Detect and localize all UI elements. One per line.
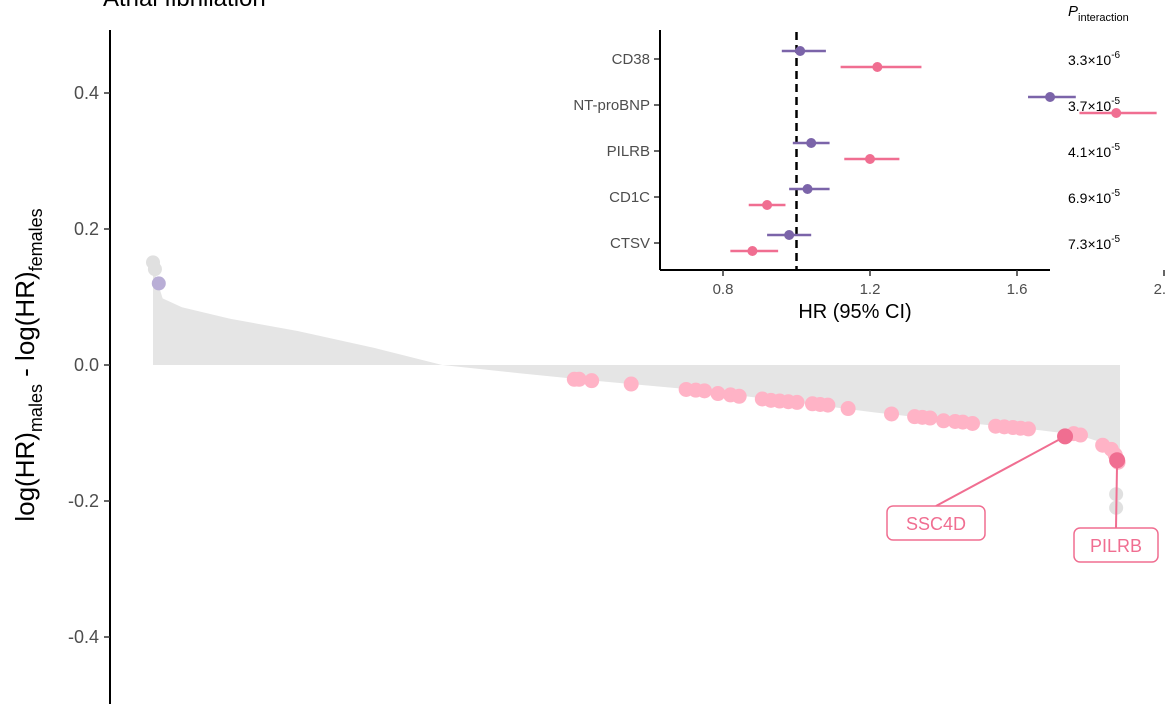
forest-row: PILRB 4.1×10-5 bbox=[607, 138, 1121, 164]
point-label-box bbox=[886, 505, 986, 541]
forest-row: CTSV 7.3×10-5 bbox=[610, 230, 1121, 256]
female-significant-point bbox=[936, 413, 952, 429]
female-significant-point bbox=[696, 383, 712, 399]
female-hr-point bbox=[872, 62, 883, 72]
main-y-tick-label: -0.2 bbox=[68, 491, 99, 511]
forest-row-label: CTSV bbox=[610, 235, 650, 252]
forest-row: CD1C 6.9×10-5 bbox=[609, 184, 1121, 210]
main-y-tick-label: -0.4 bbox=[68, 627, 99, 647]
p-value-base: 6.9×10 bbox=[1068, 190, 1111, 206]
male-hr-point bbox=[1045, 92, 1056, 102]
forest-row-label: PILRB bbox=[607, 143, 650, 160]
female-significant-point bbox=[1020, 421, 1036, 437]
inset-background bbox=[660, 30, 1050, 270]
ylabel-sub1: males bbox=[26, 384, 46, 432]
p-value-exponent: -5 bbox=[1111, 188, 1120, 199]
p-value-exponent: -6 bbox=[1111, 50, 1120, 61]
forest-row-label: CD38 bbox=[612, 51, 650, 68]
female-significant-point bbox=[884, 406, 900, 422]
inset-x-ticks: 0.8 1.2 1.6 2.0 bbox=[713, 270, 1166, 298]
point-label: PILRB bbox=[1090, 536, 1142, 556]
ylabel-mid: - log(HR) bbox=[10, 271, 40, 384]
p-interaction-value: 3.3×10-6 bbox=[1068, 50, 1121, 68]
point-label: SSC4D bbox=[906, 514, 966, 534]
female-hr-point bbox=[747, 246, 758, 256]
female-significant-point bbox=[840, 401, 856, 417]
male-hr-point bbox=[784, 230, 795, 240]
inset-x-tick-label: 1.6 bbox=[1007, 281, 1028, 298]
female-hr-point bbox=[1111, 108, 1122, 118]
female-significant-point bbox=[922, 410, 938, 426]
inset-x-tick-label: 0.8 bbox=[713, 281, 734, 298]
male-hr-point bbox=[806, 138, 817, 148]
forest-row: NT-proBNP 3.7×10-5 bbox=[573, 92, 1157, 118]
male-hr-point bbox=[795, 46, 806, 56]
p-value-base: 3.7×10 bbox=[1068, 98, 1111, 114]
neutral-point bbox=[147, 262, 162, 277]
ylabel-base1: log(HR) bbox=[10, 432, 40, 522]
female-significant-point bbox=[1072, 427, 1088, 443]
main-y-tick-label: 0.2 bbox=[74, 219, 99, 239]
p-header-sub: interaction bbox=[1078, 12, 1129, 24]
main-y-tick-label: 0.4 bbox=[74, 83, 99, 103]
main-y-tick-label: 0.0 bbox=[74, 355, 99, 375]
p-interaction-value: 4.1×10-5 bbox=[1068, 142, 1121, 160]
female-significant-point bbox=[964, 415, 980, 431]
female-significant-point bbox=[820, 397, 836, 413]
point-label-box bbox=[1073, 527, 1159, 563]
chart-title: Atrial fibrillation bbox=[103, 0, 266, 12]
female-significant-point bbox=[571, 371, 587, 387]
forest-row-label: NT-proBNP bbox=[573, 97, 650, 114]
main-y-ticks: 0.4 0.2 0.0 -0.2 -0.4 bbox=[68, 83, 110, 647]
female-hr-point bbox=[865, 154, 875, 164]
point-labels: SSC4D PILRB bbox=[886, 435, 1159, 563]
p-interaction-header: Pinteraction bbox=[1068, 3, 1129, 24]
forest-row: CD38 3.3×10-6 bbox=[612, 46, 1121, 72]
male-significant-point bbox=[151, 276, 166, 291]
p-interaction-value: 7.3×10-5 bbox=[1068, 234, 1121, 252]
inset-x-axis-title: HR (95% CI) bbox=[798, 301, 911, 323]
p-interaction-value: 6.9×10-5 bbox=[1068, 188, 1121, 206]
difference-area bbox=[153, 263, 1120, 464]
p-value-exponent: -5 bbox=[1111, 234, 1120, 245]
male-hr-point bbox=[802, 184, 813, 194]
p-value-exponent: -5 bbox=[1111, 96, 1120, 107]
p-value-exponent: -5 bbox=[1111, 142, 1120, 153]
main-points bbox=[146, 255, 1126, 515]
p-value-base: 7.3×10 bbox=[1068, 236, 1111, 252]
label-connector bbox=[1115, 460, 1119, 529]
ylabel-sub2: females bbox=[26, 208, 46, 271]
forest-row-label: CD1C bbox=[609, 189, 650, 206]
inset-x-tick-label: 1.2 bbox=[860, 281, 881, 298]
p-value-base: 4.1×10 bbox=[1068, 144, 1111, 160]
p-interaction-value: 3.7×10-5 bbox=[1068, 96, 1121, 114]
p-header-base: P bbox=[1068, 3, 1078, 20]
female-significant-point bbox=[789, 394, 805, 410]
main-y-axis-title: log(HR)males - log(HR)females bbox=[10, 208, 46, 521]
female-significant-point bbox=[731, 388, 747, 404]
female-significant-point bbox=[710, 386, 726, 402]
female-hr-point bbox=[762, 200, 773, 210]
label-connector bbox=[935, 435, 1066, 507]
main-plot: 0.4 0.2 0.0 -0.2 -0.4 SSC4D PILRB bbox=[68, 30, 1159, 704]
female-significant-point bbox=[584, 373, 600, 389]
p-value-base: 3.3×10 bbox=[1068, 52, 1111, 68]
inset-x-tick-label: 2.0 bbox=[1154, 281, 1166, 298]
female-significant-point bbox=[623, 376, 639, 392]
